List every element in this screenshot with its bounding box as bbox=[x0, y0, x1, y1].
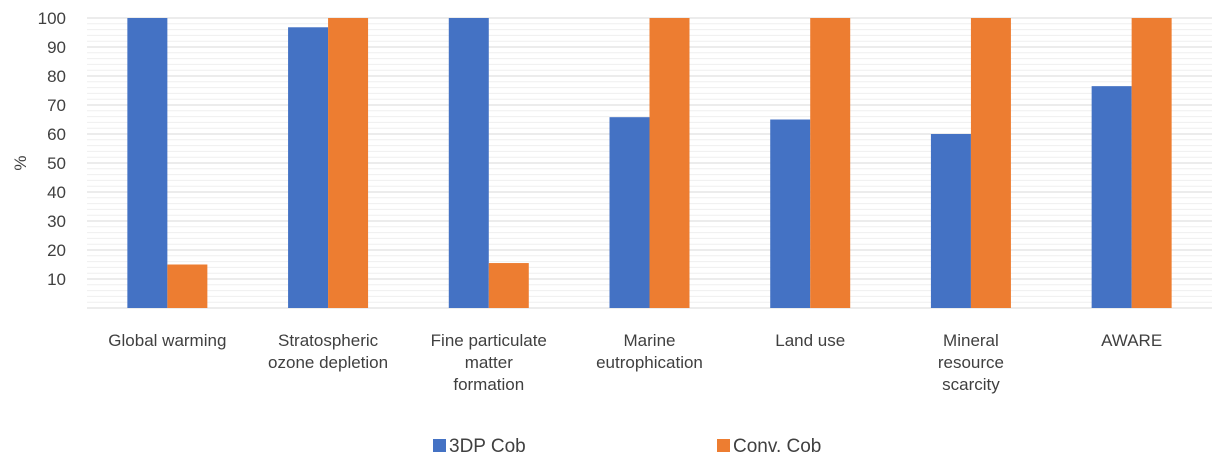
x-axis-categories: Global warming Stratospheric ozone depleti… bbox=[108, 331, 1162, 394]
y-tick-label: 30 bbox=[47, 212, 66, 231]
x-category-line: ozone depletion bbox=[268, 353, 388, 372]
x-category-line: Fine particulate bbox=[431, 331, 547, 350]
legend-swatch bbox=[717, 439, 730, 452]
y-tick-label: 90 bbox=[47, 38, 66, 57]
y-axis-label: % bbox=[11, 155, 30, 170]
bar-3dp-cob-4 bbox=[770, 119, 811, 308]
x-category-line: resource bbox=[938, 353, 1004, 372]
x-category-label: Global warming bbox=[108, 331, 226, 350]
x-category-label: Fine particulate matter formation bbox=[431, 331, 547, 394]
x-category-line: matter bbox=[465, 353, 514, 372]
x-category-label: Stratospheric ozone depletion bbox=[268, 331, 388, 372]
x-category-line: Global warming bbox=[108, 331, 226, 350]
bar-conv-cob-5 bbox=[970, 18, 1011, 308]
y-tick-label: 80 bbox=[47, 67, 66, 86]
x-category-line: AWARE bbox=[1101, 331, 1162, 350]
y-tick-label: 100 bbox=[38, 9, 66, 28]
y-tick-label: 40 bbox=[47, 183, 66, 202]
bar-3dp-cob-6 bbox=[1091, 86, 1132, 309]
x-category-line: Marine bbox=[624, 331, 676, 350]
bar-3dp-cob-2 bbox=[448, 18, 489, 308]
legend-label: 3DP Cob bbox=[449, 436, 526, 457]
legend-swatch bbox=[433, 439, 446, 452]
x-category-label: Mineral resource scarcity bbox=[938, 331, 1004, 394]
y-tick-label: 60 bbox=[47, 125, 66, 144]
y-tick-label: 50 bbox=[47, 154, 66, 173]
y-axis-ticks: 10 20 30 40 50 60 70 80 90 100 bbox=[38, 9, 66, 289]
bar-3dp-cob-5 bbox=[930, 134, 971, 308]
x-category-label: AWARE bbox=[1101, 331, 1162, 350]
bar-conv-cob-1 bbox=[328, 18, 369, 308]
x-category-line: Land use bbox=[775, 331, 845, 350]
y-tick-label: 20 bbox=[47, 241, 66, 260]
legend-label: Conv. Cob bbox=[733, 436, 821, 457]
bar-3dp-cob-1 bbox=[288, 27, 329, 309]
bar-3dp-cob-0 bbox=[127, 18, 168, 308]
x-category-line: formation bbox=[453, 375, 524, 394]
bars bbox=[127, 18, 1172, 309]
x-category-line: scarcity bbox=[942, 375, 1000, 394]
y-tick-label: 70 bbox=[47, 96, 66, 115]
bar-conv-cob-6 bbox=[1131, 18, 1172, 308]
x-category-label: Marine eutrophication bbox=[596, 331, 703, 372]
x-category-line: Mineral bbox=[943, 331, 999, 350]
bar-3dp-cob-3 bbox=[609, 117, 650, 309]
bar-conv-cob-4 bbox=[810, 18, 851, 308]
x-category-line: eutrophication bbox=[596, 353, 703, 372]
x-category-line: Stratospheric bbox=[278, 331, 379, 350]
bar-conv-cob-2 bbox=[488, 263, 529, 308]
bar-conv-cob-3 bbox=[649, 18, 690, 308]
legend: 3DP Cob Conv. Cob bbox=[433, 436, 821, 457]
bar-conv-cob-0 bbox=[167, 264, 208, 308]
x-category-label: Land use bbox=[775, 331, 845, 350]
y-tick-label: 10 bbox=[47, 270, 66, 289]
